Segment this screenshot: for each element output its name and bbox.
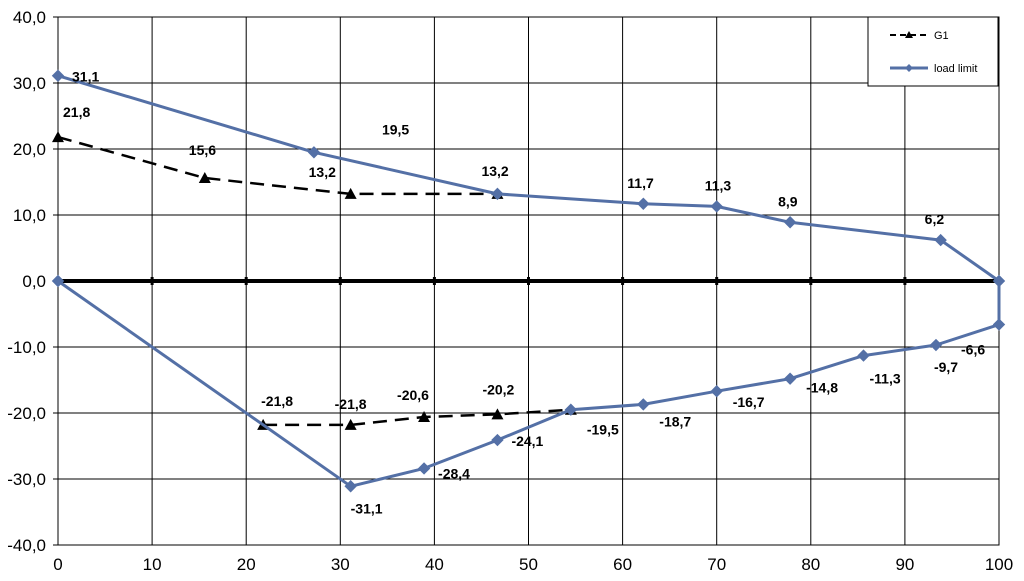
data-labels: 21,8 15,6 13,2 -21,8 -21,8 -20,6 -20,2 31,1 19,5…	[63, 69, 985, 517]
y-tick-label: 30,0	[13, 74, 46, 93]
legend-marker-g1	[905, 31, 913, 38]
x-tick-label: 60	[613, 555, 632, 574]
data-point-triangle	[491, 408, 504, 420]
data-label: -31,1	[351, 500, 383, 516]
data-point-diamond	[934, 233, 947, 247]
data-point-triangle	[344, 187, 357, 199]
data-point-diamond	[564, 403, 578, 416]
data-label: 21,8	[63, 104, 90, 120]
data-label: -28,4	[438, 465, 470, 481]
x-tick-label: 10	[143, 555, 162, 574]
series-line	[263, 408, 571, 427]
data-point-diamond	[637, 197, 650, 210]
legend-label-load-limit: load limit	[934, 63, 977, 75]
x-tick-label: 30	[331, 555, 350, 574]
data-label: 11,7	[627, 175, 654, 191]
data-point-diamond	[929, 338, 943, 352]
data-label: 6,2	[925, 211, 945, 227]
data-point-diamond	[51, 274, 65, 288]
data-label: -6,6	[961, 342, 985, 358]
y-tick-label: 40,0	[13, 8, 46, 27]
data-point-diamond	[344, 480, 357, 493]
grid	[57, 16, 1000, 546]
data-point-diamond	[783, 372, 797, 385]
data-point-diamond	[637, 398, 650, 411]
y-tick-label: 0,0	[22, 272, 46, 291]
data-point-diamond	[992, 318, 1006, 331]
data-label: -19,5	[587, 422, 619, 438]
data-point-diamond	[857, 349, 870, 362]
data-label: -9,7	[934, 359, 958, 375]
series-line	[57, 135, 498, 196]
x-tick-label: 40	[425, 555, 444, 574]
data-point-diamond	[783, 216, 797, 229]
legend: G1 load limit	[867, 16, 999, 87]
data-label: -21,8	[335, 396, 367, 412]
x-tick-label: 50	[519, 555, 538, 574]
y-tick-label: -10,0	[7, 338, 46, 357]
data-label: 13,2	[481, 163, 508, 179]
data-label: -24,1	[511, 433, 543, 449]
data-point-triangle	[344, 418, 357, 430]
data-point-triangle	[418, 410, 431, 422]
x-tick-label: 0	[53, 555, 62, 574]
data-label: 8,9	[778, 193, 798, 209]
data-label: -18,7	[659, 413, 691, 429]
data-label: -20,2	[482, 381, 514, 397]
data-label: 19,5	[382, 121, 409, 137]
y-tick-label: -20,0	[7, 404, 46, 423]
data-label: -16,7	[733, 394, 765, 410]
data-point-diamond	[491, 433, 504, 447]
data-point-diamond	[51, 69, 65, 82]
data-label: 13,2	[309, 164, 336, 180]
data-label: -21,8	[261, 393, 293, 409]
data-label: -11,3	[869, 371, 900, 387]
y-tick-label: -30,0	[7, 470, 46, 489]
legend-box	[867, 16, 999, 87]
data-point-diamond	[491, 187, 504, 201]
x-tick-label: 80	[801, 555, 820, 574]
data-point-triangle	[198, 172, 211, 184]
legend-marker-load-limit	[905, 64, 913, 72]
data-label: 15,6	[189, 142, 216, 158]
y-tick-label: -40,0	[7, 536, 46, 555]
data-label: 31,1	[72, 69, 99, 85]
legend-label-g1: G1	[934, 30, 949, 42]
x-tick-label: 20	[237, 555, 256, 574]
series-layer	[51, 69, 1006, 493]
data-point-triangle	[52, 131, 64, 143]
data-label: -20,6	[397, 387, 429, 403]
y-tick-label: 20,0	[13, 140, 46, 159]
x-tick-label: 90	[895, 555, 914, 574]
y-tick-label: 10,0	[13, 206, 46, 225]
x-tick-label: 70	[707, 555, 726, 574]
series-load-limit	[51, 69, 1006, 493]
data-label: 11,3	[705, 177, 732, 193]
data-point-diamond	[992, 274, 1006, 288]
data-point-diamond	[307, 146, 321, 159]
data-point-diamond	[710, 200, 723, 213]
data-point-diamond	[710, 385, 723, 398]
x-tick-label: 100	[985, 555, 1013, 574]
data-point-diamond	[417, 462, 431, 475]
data-label: -14,8	[806, 380, 838, 396]
axes: 0 10 20 30 40 50 60 70 80 90 100 40,0 30,0 20,0 10,0 0,…	[7, 8, 1013, 574]
